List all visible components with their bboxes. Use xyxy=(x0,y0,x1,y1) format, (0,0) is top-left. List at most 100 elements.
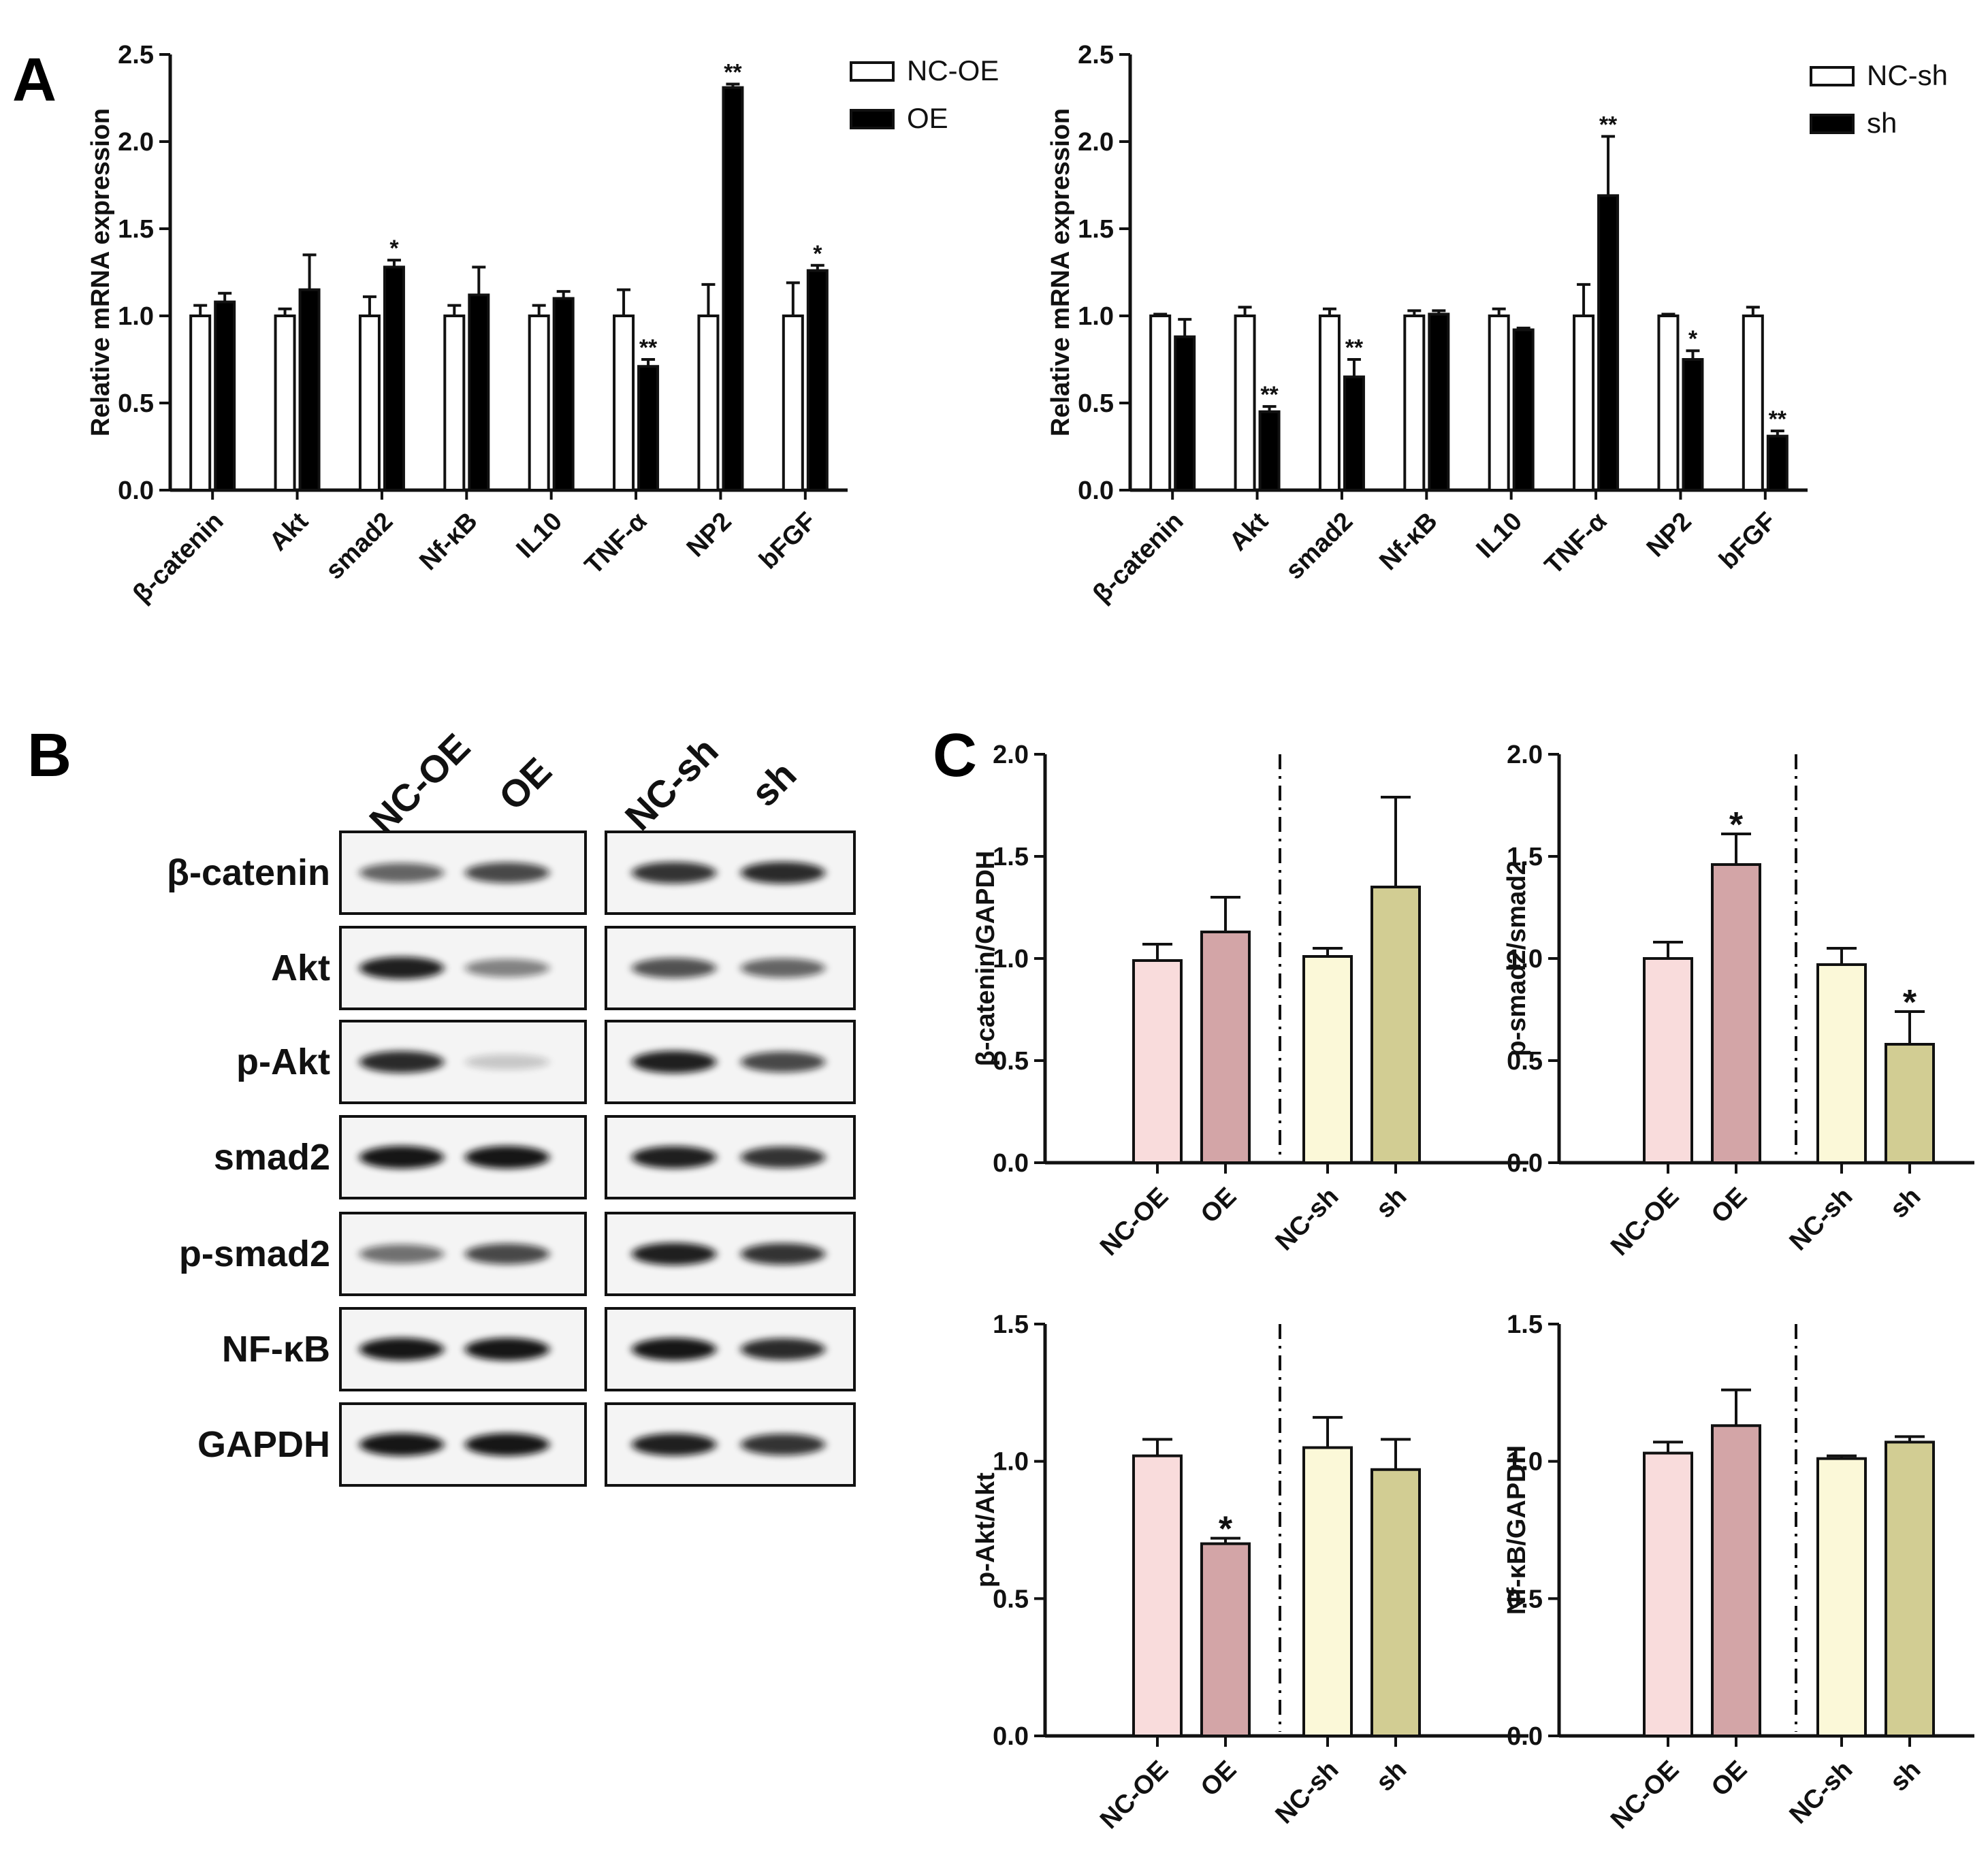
bar xyxy=(528,315,550,491)
wb-band xyxy=(632,1338,716,1361)
x-tick-label: bFGF xyxy=(1714,507,1782,575)
y-tick-label: 2.0 xyxy=(1507,741,1543,769)
bar xyxy=(1234,315,1256,491)
y-tick-label: 1.5 xyxy=(993,1310,1029,1339)
y-tick-label: 2.0 xyxy=(1078,128,1114,157)
wb-row-label: Akt xyxy=(271,948,330,988)
y-tick-label: 0.0 xyxy=(1507,1149,1543,1178)
x-tick-label: Akt xyxy=(1224,506,1274,556)
chart-c-4: 0.0 0.5 1.0 1.5 Nf-κB/GAPDH NC-OE OE NC-sh sh xyxy=(1503,1310,1974,1835)
y-tick-label: 0.0 xyxy=(993,1722,1029,1751)
bar xyxy=(1200,931,1251,1164)
wb-band xyxy=(632,862,716,884)
y-tick-label: 1.0 xyxy=(118,302,154,331)
legend-label: NC-sh xyxy=(1867,59,1948,91)
wb-column-header: NC-OE xyxy=(361,725,478,842)
x-tick-label: smad2 xyxy=(1280,507,1358,585)
y-tick-label: 0.0 xyxy=(118,477,154,505)
legend-swatch xyxy=(850,109,895,129)
significance-mark: ** xyxy=(1345,335,1364,361)
wb-band xyxy=(359,1433,444,1456)
bar xyxy=(722,86,744,491)
y-tick-label: 1.5 xyxy=(1507,1310,1543,1339)
x-tick-label: NC-OE xyxy=(1605,1756,1684,1835)
bar xyxy=(1885,1440,1935,1738)
bar xyxy=(782,315,804,491)
bar xyxy=(1258,410,1281,491)
bar xyxy=(1512,328,1535,492)
x-tick-label: TNF-α xyxy=(1539,507,1612,580)
bar xyxy=(1573,315,1595,491)
x-tick-label: IL10 xyxy=(1471,507,1528,564)
significance-mark: ** xyxy=(1599,112,1618,138)
bar xyxy=(1200,1542,1251,1738)
y-axis-label: p-smad2/smad2 xyxy=(1503,860,1531,1056)
significance-mark: * xyxy=(1688,326,1698,352)
y-tick-label: 2.0 xyxy=(993,741,1029,769)
y-tick-label: 0.5 xyxy=(1507,1047,1543,1076)
bar xyxy=(1657,315,1680,491)
x-tick-label: TNF-α xyxy=(579,507,652,580)
legend-label: NC-OE xyxy=(907,54,999,86)
x-tick-label: sh xyxy=(1885,1182,1926,1224)
wb-row-label: β-catenin xyxy=(167,852,330,893)
wb-band xyxy=(741,1243,825,1265)
wb-band xyxy=(359,1146,444,1169)
wb-band xyxy=(741,1338,825,1361)
wb-band xyxy=(632,958,716,978)
wb-band xyxy=(741,861,825,884)
y-axis-label: p-Akt/Akt xyxy=(972,1472,1000,1587)
chart-c-2: 0.0 0.5 1.0 1.5 2.0 p-smad2/smad2 NC-OE * OE NC-s… xyxy=(1503,741,1974,1261)
chart-a-right: 0.0 0.5 1.0 1.5 2.0 2.5 Relative mRNA expressi… xyxy=(1046,41,1948,609)
bar xyxy=(1885,1043,1935,1164)
western-blot: NC-OE OE NC-sh sh β-catenin Akt p-Akt smad2 p-sm… xyxy=(167,725,856,1487)
x-tick-label: IL10 xyxy=(511,507,568,564)
wb-band xyxy=(359,956,444,980)
wb-band xyxy=(465,958,549,978)
wb-band xyxy=(359,1050,444,1074)
bar xyxy=(468,293,490,491)
wb-band xyxy=(632,1146,716,1169)
bar xyxy=(1370,886,1421,1164)
y-tick-label: 1.0 xyxy=(1078,302,1114,331)
x-tick-label: sh xyxy=(1370,1756,1412,1797)
bar xyxy=(1816,963,1867,1164)
bar xyxy=(274,315,296,491)
y-tick-label: 0.5 xyxy=(993,1585,1029,1613)
bar xyxy=(1428,312,1450,491)
wb-band xyxy=(465,1054,549,1070)
y-tick-label: 1.0 xyxy=(993,945,1029,973)
bar xyxy=(1597,194,1620,491)
bar xyxy=(443,315,466,491)
wb-band xyxy=(741,1051,825,1073)
y-axis-label: Relative mRNA expression xyxy=(86,108,115,436)
legend-swatch xyxy=(1810,114,1855,134)
y-tick-label: 1.5 xyxy=(993,843,1029,871)
x-tick-label: OE xyxy=(1196,1182,1242,1229)
bar xyxy=(806,269,829,491)
y-tick-label: 0.0 xyxy=(993,1149,1029,1178)
wb-band xyxy=(741,1434,825,1455)
wb-band xyxy=(359,1338,444,1361)
bar xyxy=(637,365,660,491)
x-tick-label: NC-OE xyxy=(1605,1182,1684,1261)
bar xyxy=(1643,957,1693,1164)
wb-band xyxy=(741,958,825,978)
x-tick-label: NC-sh xyxy=(1784,1756,1859,1830)
wb-row-label: p-Akt xyxy=(236,1042,330,1082)
x-tick-label: bFGF xyxy=(754,507,822,575)
wb-band xyxy=(465,1146,549,1169)
wb-band xyxy=(632,1242,716,1266)
wb-band xyxy=(465,862,549,884)
wb-row-label: smad2 xyxy=(214,1137,330,1178)
x-tick-label: NC-OE xyxy=(1095,1182,1174,1261)
x-tick-label: NC-sh xyxy=(1784,1182,1859,1257)
bar xyxy=(1711,1424,1761,1738)
legend-swatch xyxy=(850,61,895,82)
y-tick-label: 1.0 xyxy=(1507,1448,1543,1477)
y-tick-label: 0.5 xyxy=(118,389,154,418)
wb-band xyxy=(359,1244,444,1263)
bar xyxy=(1174,335,1196,491)
panel-label-a: A xyxy=(12,46,57,114)
wb-band xyxy=(632,1050,716,1074)
